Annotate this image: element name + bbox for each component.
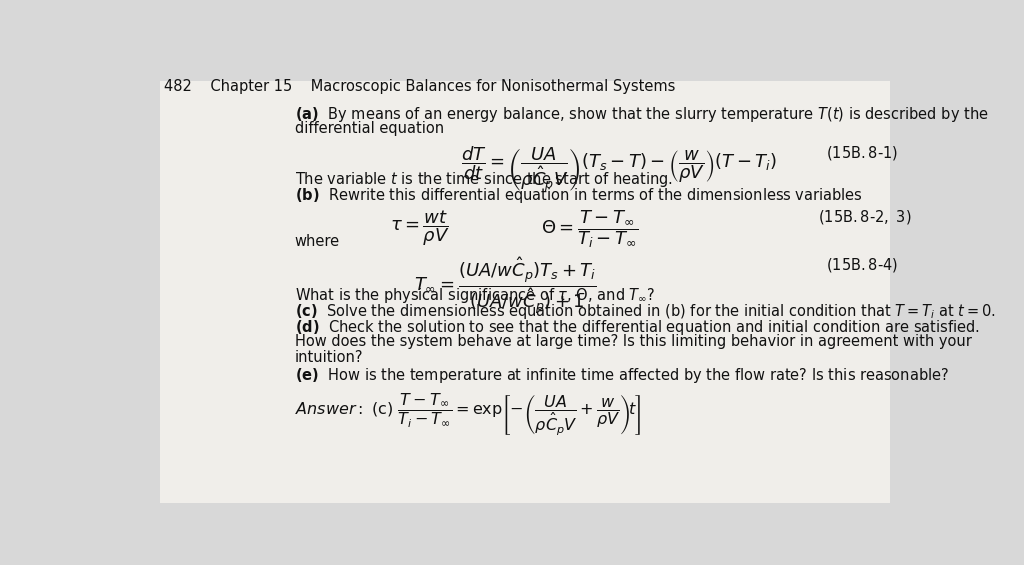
- Text: $\mathbf{(c)}$  Solve the dimensionless equation obtained in (b) for the initial: $\mathbf{(c)}$ Solve the dimensionless e…: [295, 302, 995, 321]
- Text: $\dfrac{dT}{dt} = \left(\dfrac{UA}{\rho\hat{C}_pV}\right)(T_s - T) - \left(\dfra: $\dfrac{dT}{dt} = \left(\dfrac{UA}{\rho\…: [461, 144, 777, 194]
- Text: How does the system behave at large time? Is this limiting behavior in agreement: How does the system behave at large time…: [295, 334, 972, 349]
- Text: $(15\mathrm{B.8\text{-}4})$: $(15\mathrm{B.8\text{-}4})$: [826, 256, 898, 273]
- Text: What is the physical significance of $\tau$, $\Theta$, and $T_\infty$?: What is the physical significance of $\t…: [295, 286, 655, 305]
- FancyBboxPatch shape: [160, 81, 890, 503]
- Text: $(15\mathrm{B.8\text{-}1})$: $(15\mathrm{B.8\text{-}1})$: [826, 144, 898, 162]
- Text: $T_\infty = \dfrac{(UA/w\hat{C}_p)T_s + T_i}{(UA/w\hat{C}_p) + 1}$: $T_\infty = \dfrac{(UA/w\hat{C}_p)T_s + …: [414, 256, 597, 317]
- Text: intuition?: intuition?: [295, 350, 364, 365]
- Text: $\mathbf{(d)}$  Check the solution to see that the differential equation and ini: $\mathbf{(d)}$ Check the solution to see…: [295, 318, 979, 337]
- Text: $\tau = \dfrac{wt}{\rho V}$: $\tau = \dfrac{wt}{\rho V}$: [390, 208, 450, 247]
- Text: $\mathbf{(e)}$  How is the temperature at infinite time affected by the flow rat: $\mathbf{(e)}$ How is the temperature at…: [295, 366, 948, 385]
- Text: $\mathbf{(a)}$  By means of an energy balance, show that the slurry temperature : $\mathbf{(a)}$ By means of an energy bal…: [295, 105, 988, 124]
- Text: where: where: [295, 234, 340, 249]
- Text: 482    Chapter 15    Macroscopic Balances for Nonisothermal Systems: 482 Chapter 15 Macroscopic Balances for …: [164, 79, 675, 94]
- Text: $\mathbf{(b)}$  Rewrite this differential equation in terms of the dimensionless: $\mathbf{(b)}$ Rewrite this differential…: [295, 186, 862, 205]
- Text: $\Theta = \dfrac{T - T_\infty}{T_i - T_\infty}$: $\Theta = \dfrac{T - T_\infty}{T_i - T_\…: [541, 208, 638, 250]
- Text: The variable $t$ is the time since the start of heating.: The variable $t$ is the time since the s…: [295, 170, 673, 189]
- Text: $(15\mathrm{B.8\text{-}2,\ 3})$: $(15\mathrm{B.8\text{-}2,\ 3})$: [818, 208, 912, 226]
- Text: $\mathit{Answer:}$ (c) $\dfrac{T - T_\infty}{T_i - T_\infty} = \exp\!\left[-\lef: $\mathit{Answer:}$ (c) $\dfrac{T - T_\in…: [295, 392, 641, 438]
- Text: differential equation: differential equation: [295, 121, 443, 136]
